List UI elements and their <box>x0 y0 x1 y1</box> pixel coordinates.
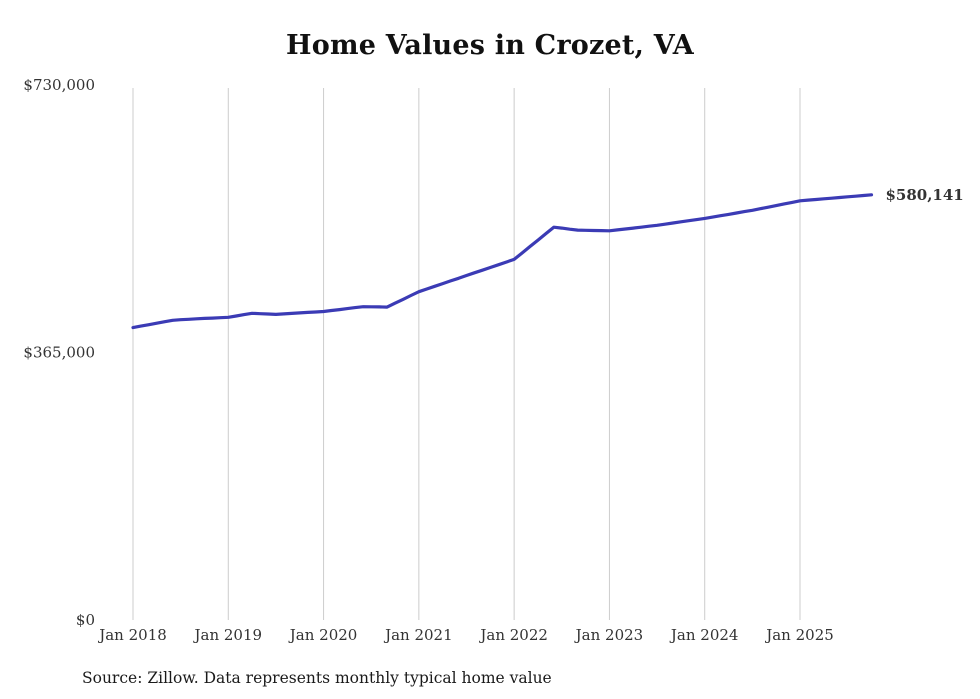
x-tick-label: Jan 2025 <box>764 626 834 644</box>
y-tick-label: $0 <box>76 611 95 629</box>
x-tick-label: Jan 2019 <box>193 626 263 644</box>
home-value-line <box>131 193 874 330</box>
x-tick-label: Jan 2020 <box>288 626 358 644</box>
end-value-label: $580,141 <box>885 186 963 204</box>
x-tick-label: Jan 2024 <box>669 626 739 644</box>
source-note: Source: Zillow. Data represents monthly … <box>82 669 552 687</box>
chart-title: Home Values in Crozet, VA <box>286 30 694 61</box>
x-tick-label: Jan 2022 <box>478 626 548 644</box>
y-tick-label: $730,000 <box>23 76 95 94</box>
x-tick-label: Jan 2021 <box>383 626 453 644</box>
x-tick-label: Jan 2018 <box>97 626 167 644</box>
x-tick-label: Jan 2023 <box>574 626 644 644</box>
y-tick-label: $365,000 <box>23 344 95 362</box>
